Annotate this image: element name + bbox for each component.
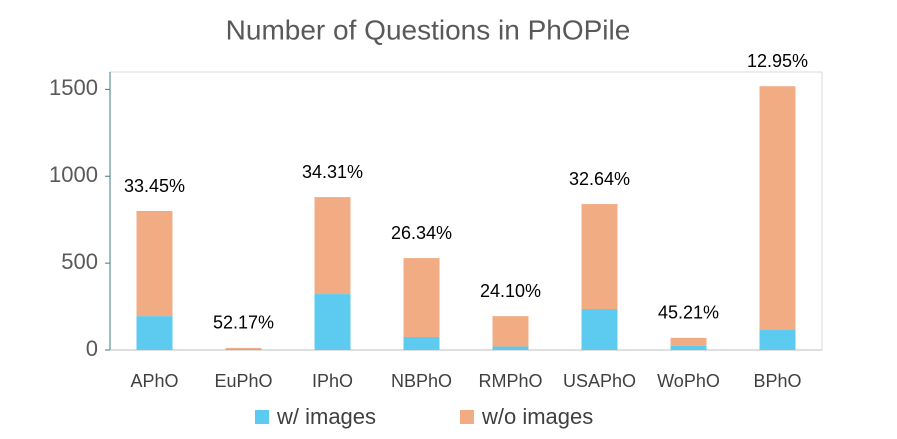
x-tick-label: NBPhO — [391, 371, 452, 391]
bar-annotation: 32.64% — [569, 169, 630, 189]
bar-segment — [225, 347, 262, 349]
bar-annotation: 52.17% — [213, 313, 274, 333]
x-tick-label: IPhO — [312, 371, 353, 391]
bar-segment — [759, 86, 796, 331]
bar-annotation: 34.31% — [302, 162, 363, 182]
legend-label: w/o images — [481, 404, 593, 429]
bar-segment — [314, 294, 351, 350]
bar-segment — [136, 316, 173, 350]
bar-segment — [670, 337, 707, 346]
chart-title: Number of Questions in PhOPile — [226, 14, 631, 45]
bar-segment — [225, 348, 262, 350]
x-tick-label: WoPhO — [657, 371, 720, 391]
bar-segment — [314, 197, 351, 295]
y-tick-label: 1500 — [49, 75, 98, 100]
x-tick-label: BPhO — [753, 371, 801, 391]
bar-annotation: 45.21% — [658, 303, 719, 323]
bar-segment — [581, 204, 618, 309]
bar-segment — [581, 308, 618, 350]
bar-segment — [759, 330, 796, 350]
bar-segment — [492, 316, 529, 347]
bar-annotation: 26.34% — [391, 223, 452, 243]
y-tick-label: 1000 — [49, 162, 98, 187]
legend-swatch — [255, 410, 269, 424]
bar-segment — [670, 345, 707, 350]
bar-segment — [136, 211, 173, 317]
bar-segment — [403, 336, 440, 350]
x-tick-label: EuPhO — [214, 371, 272, 391]
bar-annotation: 24.10% — [480, 281, 541, 301]
y-tick-label: 500 — [61, 249, 98, 274]
bar-annotation: 33.45% — [124, 176, 185, 196]
legend-swatch — [460, 410, 474, 424]
x-tick-label: USAPhO — [563, 371, 636, 391]
bar-segment — [492, 346, 529, 350]
bar-annotation: 12.95% — [747, 51, 808, 71]
legend-label: w/ images — [276, 404, 376, 429]
bar-segment — [403, 258, 440, 337]
y-tick-label: 0 — [86, 336, 98, 361]
x-tick-label: APhO — [130, 371, 178, 391]
x-tick-label: RMPhO — [478, 371, 542, 391]
